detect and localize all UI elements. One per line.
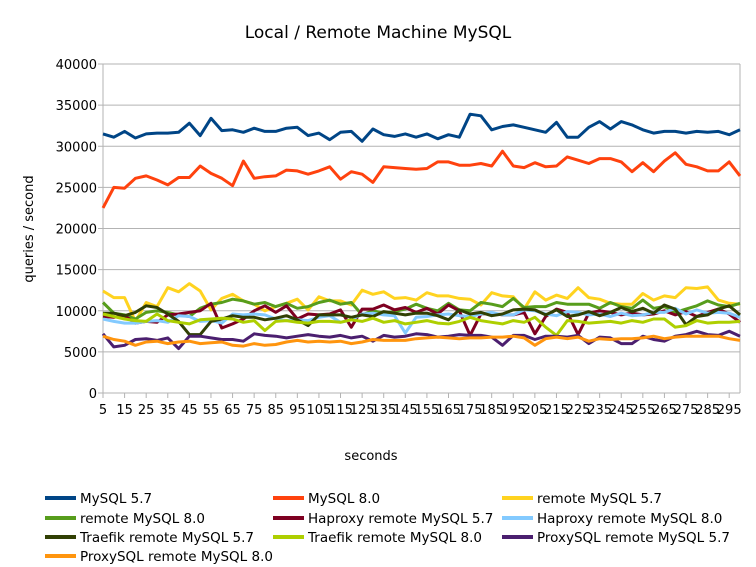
legend-label: Traefik remote MySQL 8.0 [307,530,482,546]
legend-item: Haproxy remote MySQL 5.7 [273,511,493,527]
chart-title: Local / Remote Machine MySQL [245,23,512,43]
x-axis-label: seconds [344,449,397,464]
y-axis-label: queries / second [22,175,37,282]
x-tick-label: 145 [393,403,418,418]
y-tick-label: 20000 [56,223,97,238]
legend-label: remote MySQL 5.7 [537,491,662,507]
x-tick-label: 175 [458,403,483,418]
x-tick-label: 115 [328,403,353,418]
x-tick-label: 35 [160,403,177,418]
legend-item: ProxySQL remote MySQL 5.7 [502,530,730,546]
x-tick-label: 165 [436,403,461,418]
y-tick-label: 0 [89,387,97,402]
x-tick-label: 65 [224,403,241,418]
series-line [101,149,742,209]
x-tick-label: 205 [522,403,547,418]
y-tick-label: 35000 [56,99,97,114]
x-tick-label: 245 [609,403,634,418]
series-line [103,303,741,337]
y-tick-label: 15000 [56,264,97,279]
legend-item: ProxySQL remote MySQL 8.0 [45,549,273,565]
legend-label: ProxySQL remote MySQL 5.7 [537,530,730,546]
x-tick-label: 15 [116,403,133,418]
x-tick-label: 75 [246,403,263,418]
x-tick-label: 105 [307,403,332,418]
legend-item: MySQL 5.7 [45,491,152,507]
series-line [102,306,741,335]
x-tick-label: 235 [587,403,612,418]
series-line [102,301,741,337]
x-tick-label: 5 [99,403,107,418]
legend-label: MySQL 5.7 [80,491,152,507]
x-tick-label: 125 [350,403,375,418]
x-tick-label: 275 [674,403,699,418]
x-tick-label: 85 [267,403,284,418]
legend-label: ProxySQL remote MySQL 8.0 [80,549,273,565]
legend-item: MySQL 8.0 [273,491,380,507]
legend-item: remote MySQL 8.0 [45,511,205,527]
x-tick-label: 25 [138,403,155,418]
legend-label: Haproxy remote MySQL 5.7 [308,511,493,527]
legend-label: Traefik remote MySQL 5.7 [79,530,254,546]
x-tick-label: 285 [695,403,720,418]
series-line [102,312,741,337]
legend-item: Haproxy remote MySQL 8.0 [502,511,722,527]
series-line [102,334,741,348]
legend-label: Haproxy remote MySQL 8.0 [537,511,722,527]
y-tick-label: 30000 [56,140,97,155]
x-tick-label: 45 [181,403,198,418]
x-tick-label: 255 [630,403,655,418]
x-tick-label: 295 [717,403,742,418]
x-tick-label: 55 [203,403,220,418]
x-tick-label: 265 [652,403,677,418]
legend-label: MySQL 8.0 [308,491,380,507]
x-tick-label: 215 [544,403,569,418]
legend-item: Traefik remote MySQL 5.7 [45,530,254,546]
y-tick-label: 10000 [56,305,97,320]
legend-item: Traefik remote MySQL 8.0 [273,530,482,546]
x-tick-label: 225 [566,403,591,418]
series-line [101,329,741,351]
x-tick-label: 155 [414,403,439,418]
x-tick-label: 185 [479,403,504,418]
series-line [102,112,741,143]
x-tick-label: 195 [501,403,526,418]
y-tick-label: 25000 [56,181,97,196]
series-line [102,282,741,323]
x-tick-label: 135 [371,403,396,418]
y-tick-label: 40000 [56,58,97,73]
legend-item: remote MySQL 5.7 [502,491,662,507]
y-tick-label: 5000 [64,346,97,361]
x-tick-label: 95 [289,403,306,418]
legend-label: remote MySQL 8.0 [80,511,205,527]
